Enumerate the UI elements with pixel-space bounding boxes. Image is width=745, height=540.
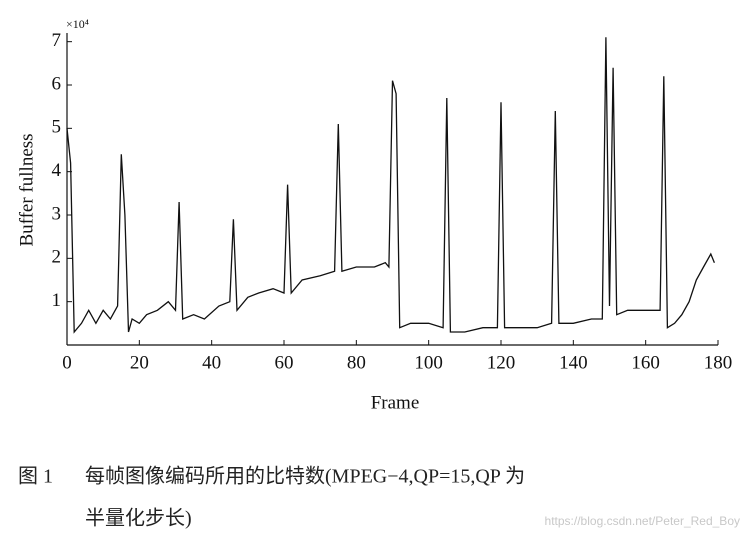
y-tick-label: 1 <box>52 290 62 311</box>
x-tick-label: 60 <box>275 352 294 373</box>
x-tick-label: 140 <box>559 352 588 373</box>
x-tick-label: 180 <box>704 352 733 373</box>
x-tick-label: 160 <box>631 352 660 373</box>
x-axis-label: Frame <box>371 392 420 413</box>
data-line <box>66 37 716 334</box>
watermark: https://blog.csdn.net/Peter_Red_Boy <box>545 514 740 528</box>
x-tick-label: 40 <box>202 352 221 373</box>
caption-label: 图 1 <box>18 466 53 488</box>
caption-line: 半量化步长) <box>85 507 192 530</box>
y-multiplier: ×10⁴ <box>66 17 89 31</box>
y-axis-label: Buffer fullness <box>16 133 37 246</box>
y-tick-label: 4 <box>52 160 62 181</box>
x-tick-label: 0 <box>62 352 72 373</box>
y-tick-label: 2 <box>52 247 62 268</box>
x-tick-label: 100 <box>414 352 443 373</box>
x-tick-label: 20 <box>130 352 149 373</box>
x-tick-label: 80 <box>347 352 366 373</box>
y-tick-label: 3 <box>52 203 62 224</box>
x-tick-label: 120 <box>487 352 516 373</box>
y-tick-label: 6 <box>52 73 62 94</box>
caption-line: 每帧图像编码所用的比特数(MPEG−4,QP=15,QP 为 <box>85 465 525 488</box>
y-tick-label: 7 <box>52 30 62 51</box>
y-tick-label: 5 <box>52 117 62 138</box>
